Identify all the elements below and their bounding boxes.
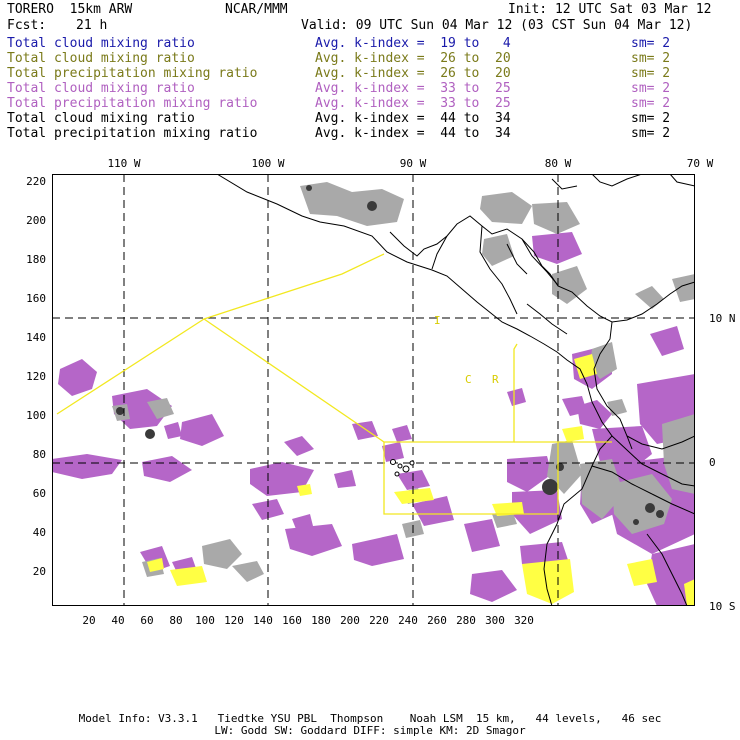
latitude-label: 10 N: [709, 312, 736, 325]
longitude-label: 100 W: [251, 157, 285, 170]
y-tick-label: 160: [26, 292, 46, 305]
x-tick-label: 80: [169, 614, 183, 627]
y-tick-label: 100: [26, 409, 46, 422]
y-tick-label: 60: [32, 487, 46, 500]
legend-sm: sm= 2: [631, 111, 671, 126]
legend-row: Total precipitation mixing ratio Avg. k-i…: [7, 66, 737, 81]
x-tick-label: 320: [514, 614, 534, 627]
legend-kindex: Avg. k-index = 44 to 34: [315, 111, 511, 126]
longitude-label: 90 W: [399, 157, 427, 170]
coastlines: [216, 174, 695, 606]
init-time: Init: 12 UTC Sat 03 Mar 12: [508, 2, 712, 17]
valid-time: Valid: 09 UTC Sun 04 Mar 12 (03 CST Sun …: [301, 18, 693, 33]
legend-kindex: Avg. k-index = 19 to 4: [315, 36, 511, 51]
dark-cloud-cores: [116, 185, 664, 525]
x-tick-label: 40: [111, 614, 125, 627]
map-letter-r: R: [492, 373, 499, 386]
legend-sm: sm= 2: [631, 66, 671, 81]
center-label: NCAR/MMM: [225, 2, 288, 17]
galapagos-islands: [390, 459, 415, 477]
legend-kindex: Avg. k-index = 26 to 20: [315, 51, 511, 66]
model-info-line2: LW: Godd SW: Goddard DIFF: simple KM: 2D…: [214, 724, 526, 737]
model-info-line1: Model Info: V3.3.1 Tiedtke YSU PBL Thomp…: [78, 712, 662, 725]
x-tick-label: 160: [282, 614, 302, 627]
yellow-cloud-regions: [147, 354, 695, 606]
x-tick-label: 240: [398, 614, 418, 627]
x-tick-label: 180: [311, 614, 331, 627]
y-tick-label: 200: [26, 214, 46, 227]
latitude-label: 10 S: [709, 600, 736, 613]
legend-row: Total precipitation mixing ratio Avg. k-i…: [7, 96, 737, 111]
longitude-label: 110 W: [107, 157, 141, 170]
x-tick-label: 260: [427, 614, 447, 627]
x-tick-label: 100: [195, 614, 215, 627]
longitude-label: 80 W: [544, 157, 572, 170]
map-letter-i: I: [434, 314, 441, 327]
legend-kindex: Avg. k-index = 33 to 25: [315, 81, 511, 96]
longitude-label: 70 W: [686, 157, 714, 170]
y-tick-label: 220: [26, 175, 46, 188]
model-title: TORERO 15km ARW: [7, 2, 133, 17]
y-tick-label: 140: [26, 331, 46, 344]
x-tick-label: 280: [456, 614, 476, 627]
fcst-label: Fcst:: [7, 18, 47, 33]
legend-name: Total precipitation mixing ratio: [7, 66, 258, 81]
y-tick-label: 20: [32, 565, 46, 578]
x-tick-label: 220: [369, 614, 389, 627]
map-background: [52, 174, 695, 606]
legend-row: Total precipitation mixing ratio Avg. k-i…: [7, 126, 737, 141]
x-tick-label: 300: [485, 614, 505, 627]
legend-row: Total cloud mixing ratio Avg. k-index = 3…: [7, 81, 737, 96]
legend-row: Total cloud mixing ratio Avg. k-index = 2…: [7, 51, 737, 66]
legend-sm: sm= 2: [631, 126, 671, 141]
latitude-label: 0: [709, 456, 716, 469]
y-tick-label: 180: [26, 253, 46, 266]
map-letter-c: C: [465, 373, 472, 386]
map-frame: [52, 174, 695, 606]
x-tick-label: 140: [253, 614, 273, 627]
nested-domain-boundary: [56, 253, 612, 515]
legend-kindex: Avg. k-index = 44 to 34: [315, 126, 511, 141]
legend-name: Total cloud mixing ratio: [7, 81, 195, 96]
x-tick-label: 20: [82, 614, 96, 627]
legend-row: Total cloud mixing ratio Avg. k-index = 1…: [7, 36, 737, 51]
legend-sm: sm= 2: [631, 51, 671, 66]
legend-name: Total cloud mixing ratio: [7, 111, 195, 126]
legend-name: Total cloud mixing ratio: [7, 36, 195, 51]
y-tick-label: 120: [26, 370, 46, 383]
map-panel: I C R: [52, 174, 695, 606]
legend-name: Total cloud mixing ratio: [7, 51, 195, 66]
x-tick-label: 200: [340, 614, 360, 627]
legend-row: Total cloud mixing ratio Avg. k-index = 4…: [7, 111, 737, 126]
x-tick-label: 120: [224, 614, 244, 627]
x-tick-label: 60: [140, 614, 154, 627]
y-tick-label: 40: [32, 526, 46, 539]
legend-sm: sm= 2: [631, 81, 671, 96]
legend-name: Total precipitation mixing ratio: [7, 96, 258, 111]
legend-kindex: Avg. k-index = 26 to 20: [315, 66, 511, 81]
fcst-value: 21 h: [76, 18, 108, 33]
lat-lon-grid: [52, 174, 695, 606]
legend-sm: sm= 2: [631, 36, 671, 51]
legend-sm: sm= 2: [631, 96, 671, 111]
legend-kindex: Avg. k-index = 33 to 25: [315, 96, 511, 111]
y-tick-label: 80: [32, 448, 46, 461]
legend-name: Total precipitation mixing ratio: [7, 126, 258, 141]
